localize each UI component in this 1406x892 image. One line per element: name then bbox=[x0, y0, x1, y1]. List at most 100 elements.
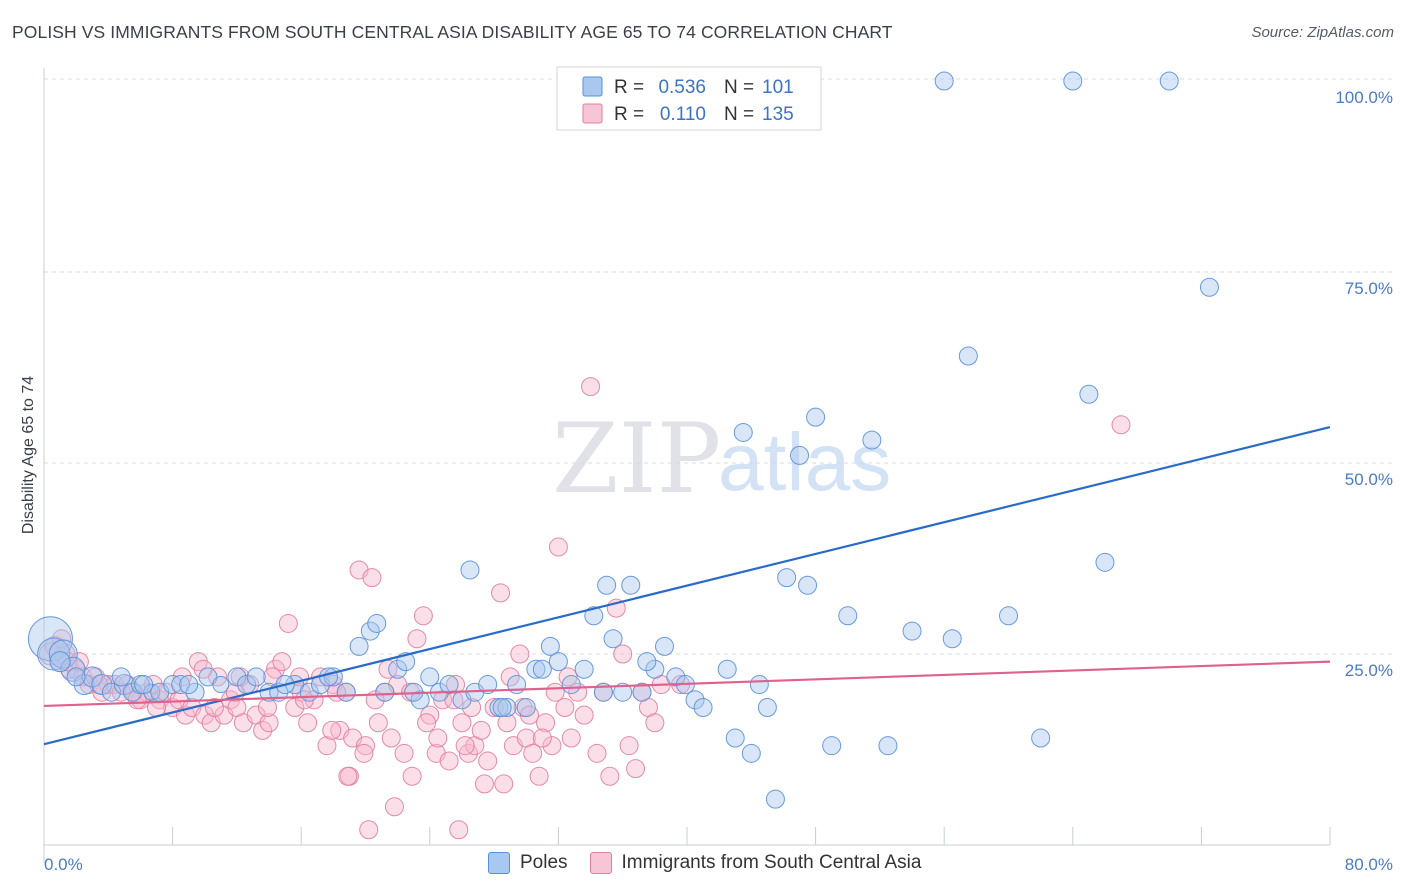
poles-point bbox=[645, 659, 665, 679]
immigrants-point bbox=[645, 713, 665, 733]
poles-point bbox=[958, 346, 978, 366]
poles-swatch bbox=[488, 852, 510, 874]
immigrants-point bbox=[322, 720, 342, 740]
immigrants-point bbox=[359, 820, 379, 840]
immigrants-point bbox=[278, 613, 298, 633]
immigrants-point bbox=[272, 652, 292, 672]
immigrants-point bbox=[587, 743, 607, 763]
immigrants-point bbox=[172, 667, 192, 687]
poles-point bbox=[790, 445, 810, 465]
legend-swatch-1 bbox=[582, 103, 603, 124]
poles-point bbox=[73, 674, 95, 696]
y-tick-label-50: 50.0% bbox=[1345, 470, 1393, 489]
legend-n-value-1: 135 bbox=[762, 104, 794, 125]
immigrants-point bbox=[317, 736, 337, 756]
watermark-zip: ZIP bbox=[552, 403, 721, 515]
poles-point bbox=[516, 697, 536, 717]
poles-point bbox=[654, 636, 674, 656]
poles-point bbox=[999, 606, 1018, 626]
poles-point bbox=[934, 71, 954, 91]
immigrants-point bbox=[529, 766, 549, 786]
poles-point bbox=[179, 675, 199, 695]
poles-point bbox=[111, 667, 131, 687]
poles-point bbox=[777, 568, 797, 588]
immigrants-point bbox=[259, 713, 279, 733]
poles-point bbox=[1063, 71, 1083, 91]
y-tick-label-100: 100.0% bbox=[1335, 88, 1393, 107]
poles-point bbox=[246, 667, 266, 687]
poles-points bbox=[27, 71, 1219, 809]
poles-point bbox=[163, 675, 183, 695]
poles-point bbox=[375, 682, 395, 702]
poles-point bbox=[798, 575, 818, 595]
immigrants-point bbox=[428, 728, 448, 748]
poles-point bbox=[360, 621, 380, 641]
immigrants-point bbox=[462, 697, 482, 717]
poles-point bbox=[439, 675, 459, 695]
poles-point bbox=[621, 575, 641, 595]
poles-point bbox=[749, 675, 769, 695]
poles-point bbox=[1095, 552, 1115, 572]
immigrants-point bbox=[471, 720, 491, 740]
immigrants-point bbox=[354, 743, 374, 763]
source-label: Source: ZipAtlas.com bbox=[1251, 24, 1394, 41]
grid-layer bbox=[44, 78, 1392, 655]
legend-n-label-1: N = bbox=[724, 104, 754, 125]
poles-point bbox=[717, 659, 737, 679]
poles-point bbox=[540, 636, 560, 656]
poles-point bbox=[122, 682, 142, 702]
y-tick-label-25: 25.0% bbox=[1345, 661, 1393, 680]
legend-swatch-0 bbox=[582, 76, 603, 97]
poles-point bbox=[733, 422, 753, 442]
poles-point bbox=[725, 728, 745, 748]
immigrants-point bbox=[384, 797, 404, 817]
immigrants-point bbox=[195, 705, 215, 725]
x-tick-label-max: 80.0% bbox=[1345, 855, 1393, 874]
immigrants-point bbox=[338, 766, 358, 786]
immigrants-point bbox=[581, 377, 601, 397]
poles-point bbox=[1079, 384, 1099, 404]
immigrants-point bbox=[574, 705, 594, 725]
poles-point bbox=[574, 659, 594, 679]
immigrants-point bbox=[402, 766, 422, 786]
poles-point bbox=[685, 690, 705, 710]
immigrants-point bbox=[600, 766, 620, 786]
immigrants-point bbox=[413, 606, 433, 626]
immigrants-point bbox=[381, 728, 401, 748]
immigrants-point bbox=[356, 736, 375, 756]
poles-point bbox=[1199, 277, 1219, 297]
immigrants-point bbox=[613, 644, 633, 664]
immigrants-point bbox=[394, 743, 414, 763]
poles-point bbox=[388, 659, 408, 679]
poles-point bbox=[561, 675, 581, 695]
immigrants-point bbox=[362, 568, 382, 588]
poles-point bbox=[367, 613, 387, 633]
immigrants-trend-line bbox=[43, 660, 1331, 708]
y-axis-label: Disability Age 65 to 74 bbox=[20, 376, 37, 534]
immigrants-point bbox=[368, 713, 388, 733]
poles-point bbox=[862, 430, 882, 450]
immigrants-point bbox=[542, 736, 562, 756]
poles-point bbox=[632, 682, 652, 702]
immigrants-point bbox=[298, 713, 318, 733]
poles-point bbox=[597, 575, 617, 595]
poles-point bbox=[838, 606, 858, 626]
poles-point bbox=[1031, 728, 1051, 748]
poles-point bbox=[460, 560, 480, 580]
poles-point bbox=[741, 743, 761, 763]
immigrants-point bbox=[52, 629, 72, 649]
immigrants-point bbox=[420, 705, 440, 725]
bottom-legend: Poles Immigrants from South Central Asia bbox=[488, 852, 943, 874]
immigrants-point bbox=[523, 743, 543, 763]
legend-r-label-1: R = bbox=[614, 104, 644, 125]
axes-layer: 25.0% 50.0% 75.0% 100.0% 0.0% 80.0% Disability… bbox=[20, 68, 1393, 874]
immigrants-point bbox=[449, 820, 469, 840]
poles-point bbox=[134, 675, 154, 695]
poles-point bbox=[102, 682, 122, 702]
legend-item-immigrants[interactable]: Immigrants from South Central Asia bbox=[589, 852, 921, 874]
poles-point bbox=[410, 690, 430, 710]
legend-item-poles[interactable]: Poles bbox=[488, 852, 568, 874]
poles-point bbox=[212, 676, 230, 694]
poles-point bbox=[548, 652, 568, 672]
